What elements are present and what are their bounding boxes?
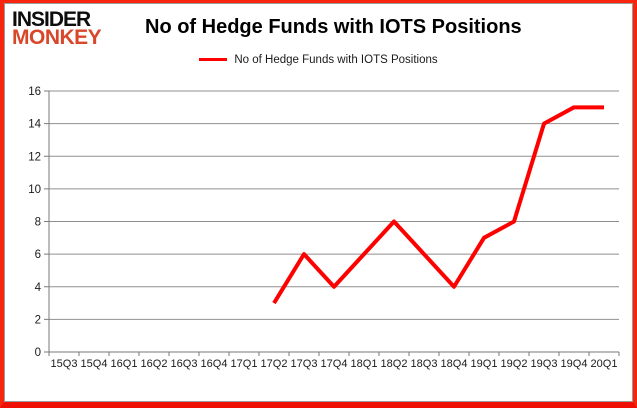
x-tick-label: 19Q2 — [501, 358, 528, 370]
legend-line-swatch — [199, 58, 228, 62]
data-line-series — [272, 105, 604, 305]
x-tick-label: 15Q3 — [51, 358, 78, 370]
legend: No of Hedge Funds with IOTS Positions — [5, 54, 632, 66]
x-tick-label: 17Q3 — [291, 358, 318, 370]
legend-label: No of Hedge Funds with IOTS Positions — [234, 53, 438, 66]
x-tick-label: 18Q3 — [411, 358, 438, 370]
x-tick-label: 19Q1 — [471, 358, 498, 370]
x-tick-label: 17Q2 — [261, 358, 288, 370]
x-tick-label: 16Q2 — [141, 358, 168, 370]
logo-text-monkey: MONKEY — [12, 26, 102, 50]
x-tick-label: 15Q4 — [81, 358, 108, 370]
chart-card: 0 2 4 6 8 10 12 14 16 15Q3 15Q4 16Q1 16Q2 16Q3 16Q4 17Q… — [4, 3, 633, 402]
logo-text-insider: INSIDER — [12, 8, 91, 31]
x-tick-label: 18Q2 — [381, 358, 408, 370]
y-tick-label: 10 — [28, 184, 41, 196]
y-tick-label: 12 — [28, 151, 41, 163]
x-tick-label: 17Q1 — [231, 358, 258, 370]
x-tick-label: 17Q4 — [321, 358, 348, 370]
x-tick-label: 19Q3 — [531, 358, 558, 370]
x-tick-label: 18Q4 — [441, 358, 468, 370]
insider-monkey-logo: INSIDER MONKEY — [12, 8, 145, 50]
chart-header: INSIDER MONKEY No of Hedge Funds with IO… — [5, 4, 632, 50]
x-tick-label: 16Q1 — [111, 358, 138, 370]
y-tick-label: 0 — [35, 347, 41, 359]
y-tick-label: 14 — [28, 119, 41, 131]
y-tick-label: 6 — [35, 249, 41, 261]
y-tick-label: 8 — [35, 217, 41, 229]
page-title: No of Hedge Funds with IOTS Positions — [145, 16, 522, 38]
x-tick-label: 16Q4 — [201, 358, 228, 370]
x-tick-label: 16Q3 — [171, 358, 198, 370]
x-tick-label: 18Q1 — [351, 358, 378, 370]
x-tick-label: 20Q1 — [591, 358, 618, 370]
y-tick-label: 16 — [28, 86, 41, 98]
y-tick-label: 2 — [35, 314, 41, 326]
y-tick-label: 4 — [35, 282, 42, 294]
x-tick-label: 19Q4 — [561, 358, 588, 370]
